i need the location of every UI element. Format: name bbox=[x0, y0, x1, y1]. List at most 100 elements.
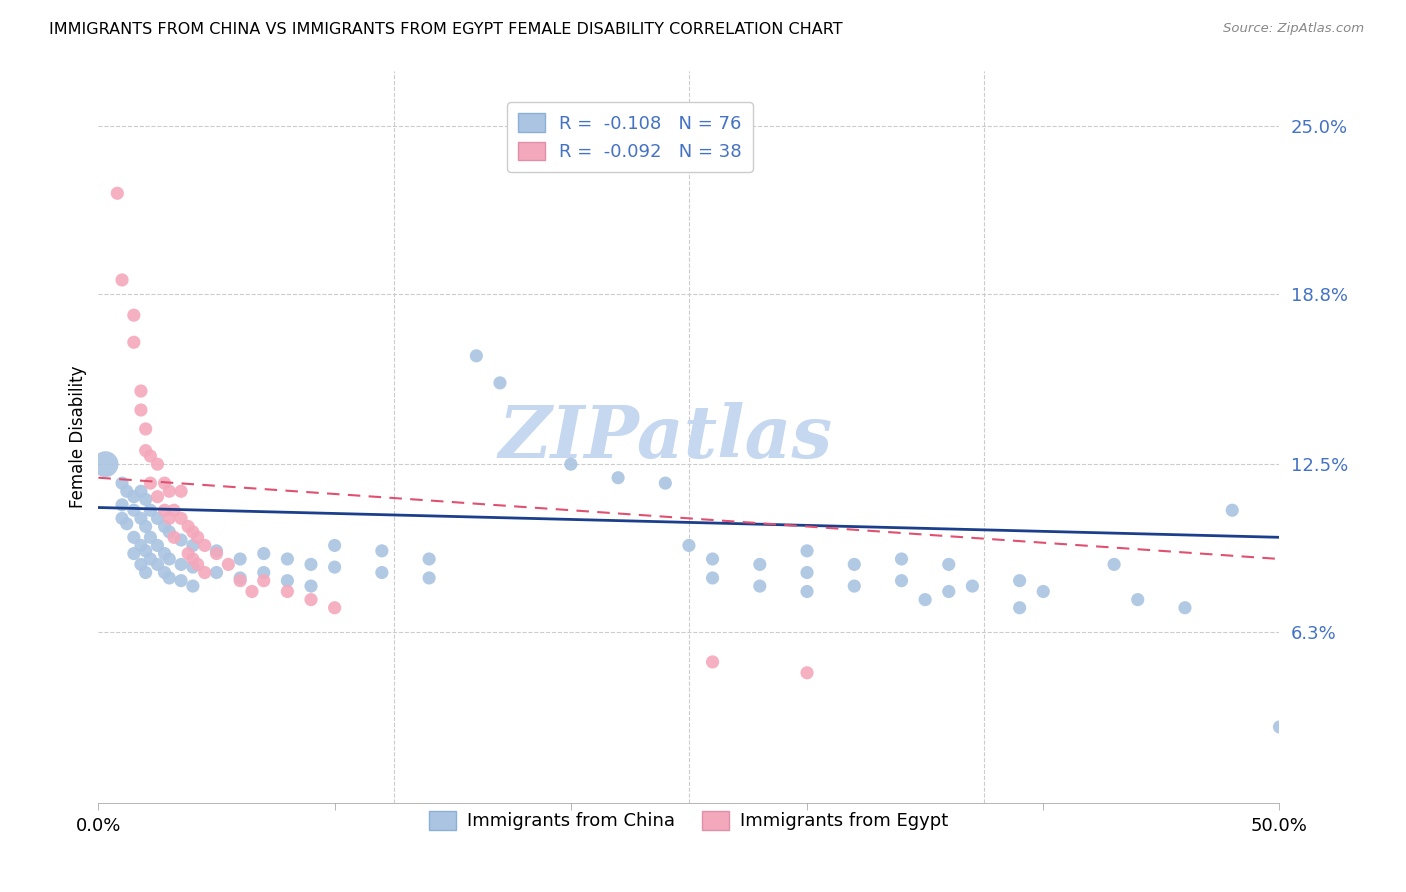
Point bbox=[217, 558, 239, 572]
Point bbox=[418, 571, 440, 585]
Point bbox=[938, 584, 960, 599]
Point bbox=[153, 503, 176, 517]
Point bbox=[146, 490, 169, 504]
Point bbox=[181, 524, 204, 539]
Point bbox=[135, 422, 157, 436]
Point bbox=[157, 552, 180, 566]
Point bbox=[129, 538, 152, 552]
Point bbox=[187, 558, 209, 572]
Legend: Immigrants from China, Immigrants from Egypt: Immigrants from China, Immigrants from E… bbox=[422, 804, 956, 838]
Point bbox=[1268, 720, 1291, 734]
Point bbox=[139, 552, 162, 566]
Point bbox=[205, 566, 228, 580]
Point bbox=[489, 376, 512, 390]
Point bbox=[122, 335, 145, 350]
Point bbox=[796, 584, 818, 599]
Point bbox=[177, 547, 200, 561]
Point bbox=[678, 538, 700, 552]
Point bbox=[139, 476, 162, 491]
Point bbox=[146, 511, 169, 525]
Point bbox=[914, 592, 936, 607]
Point bbox=[1126, 592, 1149, 607]
Point bbox=[122, 308, 145, 322]
Point bbox=[299, 558, 322, 572]
Point bbox=[187, 530, 209, 544]
Point bbox=[1032, 584, 1054, 599]
Point bbox=[962, 579, 984, 593]
Point bbox=[702, 571, 724, 585]
Point bbox=[146, 457, 169, 471]
Point bbox=[139, 530, 162, 544]
Point bbox=[205, 547, 228, 561]
Point bbox=[111, 511, 134, 525]
Point bbox=[122, 530, 145, 544]
Point bbox=[465, 349, 488, 363]
Point bbox=[229, 574, 252, 588]
Point bbox=[276, 574, 298, 588]
Point bbox=[253, 574, 276, 588]
Point bbox=[890, 552, 912, 566]
Point bbox=[177, 519, 200, 533]
Point bbox=[129, 484, 152, 499]
Point bbox=[157, 524, 180, 539]
Point bbox=[181, 560, 204, 574]
Point bbox=[560, 457, 582, 471]
Point bbox=[796, 544, 818, 558]
Point bbox=[253, 547, 276, 561]
Point bbox=[371, 566, 394, 580]
Y-axis label: Female Disability: Female Disability bbox=[69, 366, 87, 508]
Point bbox=[194, 538, 217, 552]
Point bbox=[194, 566, 217, 580]
Point bbox=[748, 558, 770, 572]
Point bbox=[323, 600, 346, 615]
Point bbox=[323, 538, 346, 552]
Point bbox=[157, 511, 180, 525]
Point bbox=[1220, 503, 1243, 517]
Point bbox=[607, 471, 630, 485]
Point bbox=[702, 655, 724, 669]
Point bbox=[111, 498, 134, 512]
Point bbox=[153, 566, 176, 580]
Point bbox=[163, 530, 186, 544]
Point bbox=[153, 519, 176, 533]
Point bbox=[253, 566, 276, 580]
Point bbox=[135, 544, 157, 558]
Point bbox=[702, 552, 724, 566]
Point bbox=[129, 403, 152, 417]
Point bbox=[139, 503, 162, 517]
Point bbox=[181, 552, 204, 566]
Point bbox=[299, 579, 322, 593]
Point bbox=[122, 503, 145, 517]
Point bbox=[418, 552, 440, 566]
Point bbox=[157, 484, 180, 499]
Point bbox=[1008, 574, 1031, 588]
Point bbox=[323, 560, 346, 574]
Point bbox=[170, 484, 193, 499]
Point bbox=[170, 558, 193, 572]
Point bbox=[135, 492, 157, 507]
Point bbox=[111, 476, 134, 491]
Point bbox=[205, 544, 228, 558]
Point bbox=[135, 443, 157, 458]
Point bbox=[181, 579, 204, 593]
Point bbox=[146, 538, 169, 552]
Point bbox=[229, 552, 252, 566]
Point bbox=[276, 584, 298, 599]
Point bbox=[135, 519, 157, 533]
Point bbox=[938, 558, 960, 572]
Point bbox=[153, 547, 176, 561]
Text: ZIPatlas: ZIPatlas bbox=[498, 401, 832, 473]
Point bbox=[299, 592, 322, 607]
Point bbox=[153, 476, 176, 491]
Point bbox=[181, 538, 204, 552]
Point bbox=[748, 579, 770, 593]
Point bbox=[844, 579, 866, 593]
Point bbox=[122, 547, 145, 561]
Point bbox=[1008, 600, 1031, 615]
Point bbox=[796, 566, 818, 580]
Point bbox=[129, 511, 152, 525]
Point bbox=[796, 665, 818, 680]
Point bbox=[1174, 600, 1197, 615]
Text: Source: ZipAtlas.com: Source: ZipAtlas.com bbox=[1223, 22, 1364, 36]
Point bbox=[157, 571, 180, 585]
